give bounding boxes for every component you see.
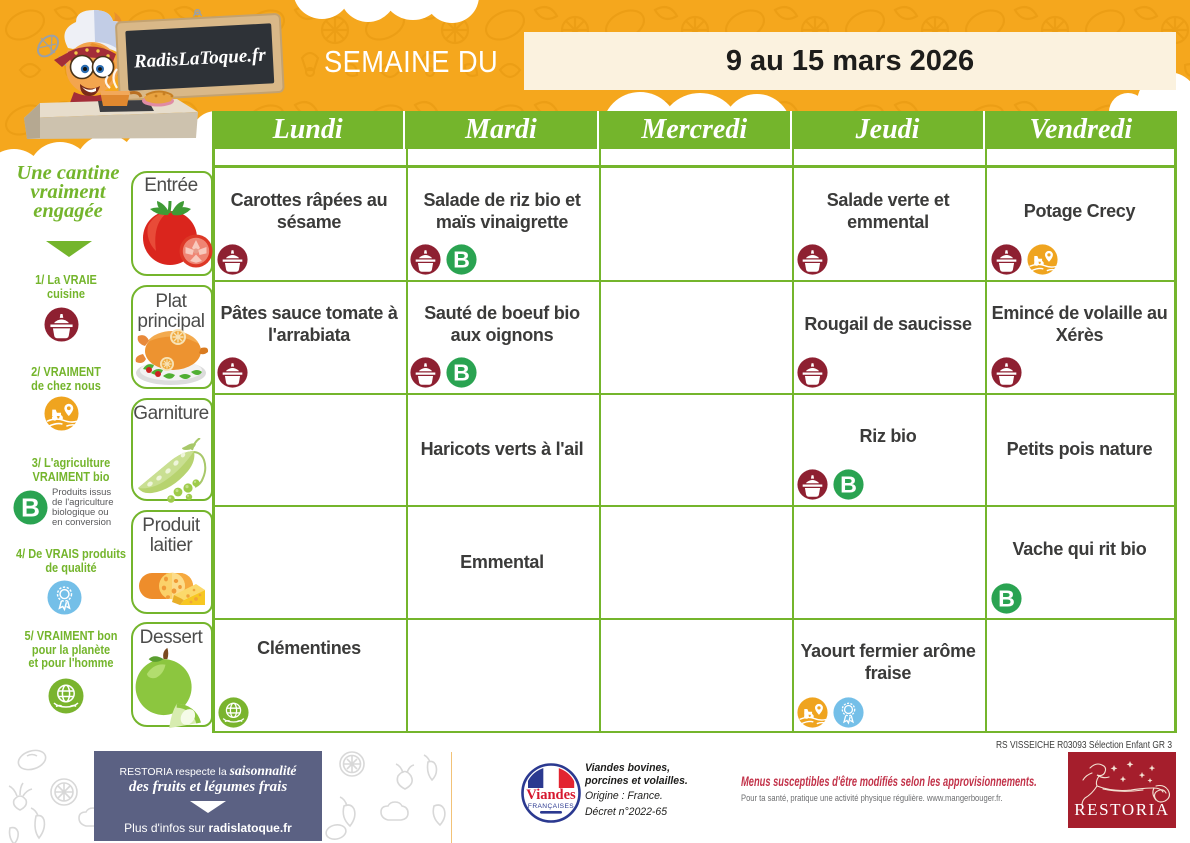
svg-text:RESTORIA: RESTORIA (1074, 800, 1170, 819)
svg-text:Viandes: Viandes (526, 787, 576, 803)
svg-text:FRANÇAISES: FRANÇAISES (528, 803, 574, 810)
